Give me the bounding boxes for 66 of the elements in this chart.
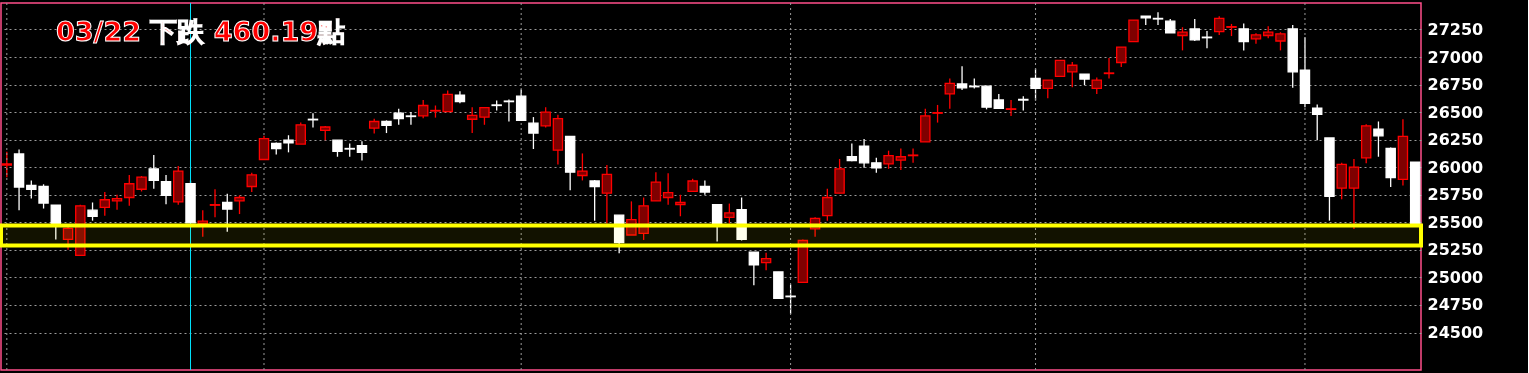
- candlestick: [1042, 79, 1054, 99]
- y-tick-label: 24750: [1427, 295, 1484, 315]
- candlestick: [1373, 120, 1384, 158]
- candlestick: [895, 147, 907, 171]
- y-tick-label: 26500: [1427, 102, 1484, 122]
- y-tick-label: 26000: [1427, 157, 1484, 177]
- candlestick: [62, 225, 74, 251]
- candlestick: [956, 65, 968, 91]
- candlestick: [1116, 46, 1127, 68]
- candlestick: [1152, 11, 1164, 26]
- candlestick: [99, 191, 111, 217]
- y-tick-label: 26250: [1427, 130, 1484, 150]
- candlestick: [222, 193, 233, 233]
- y-tick-label: 25000: [1427, 267, 1484, 287]
- candlestick: [1103, 57, 1115, 80]
- candlestick: [356, 140, 368, 162]
- candlestick: [883, 150, 894, 170]
- candlestick: [1348, 158, 1360, 230]
- candlestick: [148, 154, 160, 190]
- candlestick: [466, 106, 478, 134]
- candlestick: [405, 111, 417, 126]
- candlestick: [944, 77, 956, 110]
- candlestick: [1238, 22, 1249, 52]
- candlestick: [417, 99, 429, 119]
- candlestick: [528, 116, 539, 150]
- candlestick: [809, 216, 821, 238]
- candlestick: [724, 202, 735, 225]
- candlestick: [675, 194, 686, 217]
- candlestick: [601, 164, 613, 225]
- candlestick: [1213, 15, 1225, 36]
- candlestick: [907, 147, 919, 164]
- candlestick: [1336, 162, 1347, 200]
- candlestick: [858, 138, 870, 169]
- candlestick: [1128, 19, 1139, 43]
- candlestick: [246, 172, 257, 193]
- candlestick: [209, 188, 221, 219]
- candlestick: [650, 171, 662, 202]
- candlestick: [258, 135, 270, 161]
- candlestick: [760, 251, 772, 271]
- y-tick-label: 25500: [1427, 212, 1484, 232]
- candlestick: [1311, 103, 1323, 141]
- candlestick: [1067, 61, 1078, 88]
- candlestick: [503, 98, 515, 123]
- candlestick: [1, 151, 13, 178]
- y-tick-label: 24500: [1427, 323, 1484, 343]
- y-tick-label: 25750: [1427, 185, 1484, 205]
- candlestick: [1275, 31, 1286, 52]
- candlestick: [577, 152, 588, 182]
- candlestick: [540, 106, 551, 129]
- candlestick: [87, 201, 98, 222]
- candlestick: [1005, 99, 1017, 117]
- candlestick: [589, 179, 600, 222]
- candlestick: [234, 194, 245, 215]
- y-tick-label: 26750: [1427, 75, 1484, 95]
- candlestick: [822, 188, 833, 222]
- candlestick: [50, 204, 62, 241]
- candlestick: [160, 174, 172, 205]
- candlestick: [711, 204, 723, 243]
- candlestick: [1177, 26, 1188, 52]
- candlestick: [748, 251, 760, 286]
- candlestick: [1030, 67, 1041, 102]
- candlestick: [662, 172, 674, 206]
- y-tick-label: 27250: [1427, 19, 1484, 39]
- y-tick-label: 27000: [1427, 47, 1484, 67]
- y-tick-label: 25250: [1427, 240, 1484, 260]
- candlestick: [295, 121, 306, 145]
